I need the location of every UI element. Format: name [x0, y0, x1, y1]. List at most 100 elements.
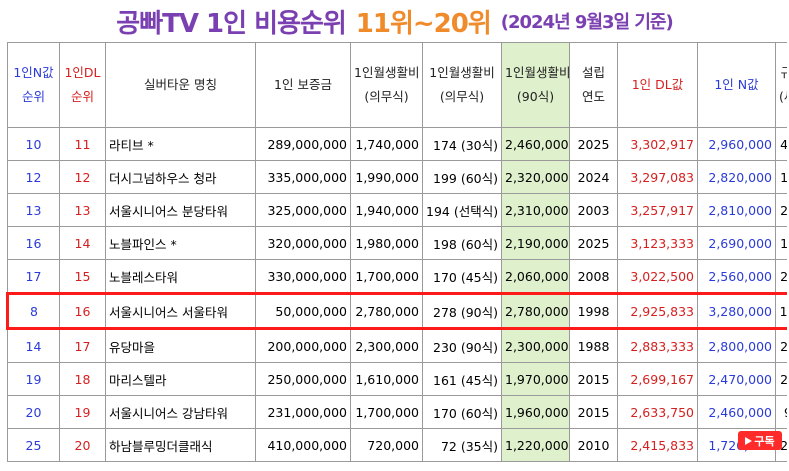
header-founded-year: 설립 연도 [569, 42, 618, 128]
cell-dl-rank: 17 [59, 328, 106, 363]
cell-living-cost-mandatory-meals: 72 (35식) [422, 428, 502, 462]
header-line: (의무식) [364, 89, 409, 104]
ranking-table-wrap: 1인N값 순위 1인DL 순위 실버타운 명칭 1인 보증금 1인월생활비 (의무식) 1인월생… [6, 42, 787, 471]
cell-living-cost-mandatory: 1,740,000 [350, 127, 423, 161]
cell-dl-rank: 19 [59, 395, 106, 429]
cell-living-cost-mandatory-meals: 194 (선택식) [422, 193, 502, 227]
cell-deposit: 200,000,000 [255, 328, 351, 363]
cell-living-cost-mandatory: 2,300,000 [350, 328, 423, 363]
header-line: 1인월생활비 [354, 65, 420, 80]
cell-living-cost-mandatory-meals: 230 (90식) [422, 328, 502, 363]
cell-living-cost-mandatory-meals: 198 (60식) [422, 226, 502, 260]
cell-deposit: 250,000,000 [255, 362, 351, 396]
cell-founded-year: 2008 [569, 259, 618, 294]
cell-living-cost-mandatory: 1,980,000 [350, 226, 423, 260]
cell-living-cost-90meals: 2,190,000 [501, 226, 570, 260]
cell-size: 95 [775, 395, 787, 429]
header-line: 1인 DL값 [631, 77, 684, 92]
cell-deposit: 330,000,000 [255, 259, 351, 294]
table-row: 8 16 서울시니어스 서울타워 50,000,000 2,780,000 278 (90… [6, 292, 787, 330]
cell-living-cost-90meals: 2,780,000 [501, 292, 570, 330]
cell-dl-rank: 12 [59, 160, 106, 194]
header-living-cost-mandatory: 1인월생활비 (의무식) [350, 42, 423, 128]
subscribe-button[interactable]: 구독 [738, 431, 782, 450]
cell-name: 유당마을 [105, 328, 256, 363]
cell-founded-year: 2024 [569, 160, 618, 194]
cell-founded-year: 2025 [569, 127, 618, 161]
cell-living-cost-90meals: 1,960,000 [501, 395, 570, 429]
header-deposit: 1인 보증금 [255, 42, 351, 128]
cell-dl-rank: 11 [59, 127, 106, 161]
header-line: (90식) [516, 89, 555, 104]
header-line: 1인N값 [13, 65, 54, 80]
cell-dl-value: 3,302,917 [617, 127, 698, 161]
cell-n-rank: 13 [7, 193, 60, 227]
cell-living-cost-mandatory-meals: 161 (45식) [422, 362, 502, 396]
cell-dl-value: 2,415,833 [617, 428, 698, 462]
cell-n-value: 3,280,000 [697, 292, 776, 330]
cell-dl-value: 3,022,500 [617, 259, 698, 294]
cell-name: 노블레스타워 [105, 259, 256, 294]
cell-living-cost-mandatory: 1,990,000 [350, 160, 423, 194]
header-line: (세대) [779, 89, 787, 104]
table-body: 10 11 라티브 * 289,000,000 1,740,000 174 (30식) 2,… [6, 127, 787, 462]
cell-living-cost-90meals: 2,310,000 [501, 193, 570, 227]
cell-deposit: 320,000,000 [255, 226, 351, 260]
cell-deposit: 289,000,000 [255, 127, 351, 161]
cell-living-cost-mandatory: 2,780,000 [350, 292, 423, 330]
play-icon [745, 436, 753, 445]
cell-living-cost-90meals: 2,060,000 [501, 259, 570, 294]
header-line: 설립 [581, 65, 605, 80]
cell-n-rank: 10 [7, 127, 60, 161]
cell-name: 라티브 * [105, 127, 256, 161]
cell-dl-rank: 14 [59, 226, 106, 260]
rank-range: 11위~20위 [355, 8, 492, 39]
header-living-cost-mandatory-meals: 1인월생활비 (의무식) [422, 42, 502, 128]
cell-deposit: 335,000,000 [255, 160, 351, 194]
cell-n-rank: 12 [7, 160, 60, 194]
header-line: 1인 N값 [714, 77, 759, 92]
table-row: 13 13 서울시니어스 분당타워 325,000,000 1,940,000 194 (… [7, 193, 787, 227]
cell-living-cost-90meals: 1,970,000 [501, 362, 570, 396]
header-dl-value: 1인 DL값 [617, 42, 698, 128]
cell-dl-value: 2,925,833 [617, 292, 698, 330]
header-line: 규모 [779, 61, 787, 85]
cell-name: 서울시니어스 분당타워 [105, 193, 256, 227]
cell-living-cost-mandatory: 1,700,000 [350, 395, 423, 429]
header-line: 순위 [70, 89, 94, 104]
cell-living-cost-mandatory-meals: 278 (90식) [422, 292, 502, 330]
cell-dl-rank: 15 [59, 259, 106, 294]
table-row: 20 19 서울시니어스 강남타워 231,000,000 1,700,000 170 (… [7, 395, 787, 429]
cell-n-rank: 14 [7, 328, 60, 363]
header-line: 1인DL [64, 65, 101, 80]
cell-name: 하남블루밍더클래식 [105, 428, 256, 462]
cell-name: 서울시니어스 서울타워 [105, 292, 256, 330]
header-line: 실버타운 명칭 [144, 77, 217, 92]
header-line: 순위 [21, 89, 45, 104]
cell-founded-year: 2003 [569, 193, 618, 227]
cell-n-value: 2,690,000 [697, 226, 776, 260]
table-row: 12 12 더시그넘하우스 청라 335,000,000 1,990,000 199 (6… [7, 160, 787, 194]
cell-n-value: 2,800,000 [697, 328, 776, 363]
header-line: (의무식) [439, 89, 485, 104]
title-bar: 공빠TV 1인 비용순위 11위~20위 (2024년 9월3일 기준) [0, 0, 789, 42]
header-line: 1인월생활비 [505, 65, 570, 80]
header-name: 실버타운 명칭 [105, 42, 256, 128]
cell-dl-rank: 13 [59, 193, 106, 227]
header-line: 1인월생활비 [429, 65, 495, 80]
cell-size: 152 [775, 226, 787, 260]
cell-dl-rank: 18 [59, 362, 106, 396]
cell-founded-year: 2025 [569, 226, 618, 260]
cell-living-cost-mandatory-meals: 170 (60식) [422, 395, 502, 429]
cell-living-cost-mandatory: 720,000 [350, 428, 423, 462]
header-row: 1인N값 순위 1인DL 순위 실버타운 명칭 1인 보증금 1인월생활비 (의무식) 1인월생… [7, 42, 787, 128]
cell-dl-value: 2,633,750 [617, 395, 698, 429]
cell-living-cost-mandatory: 1,940,000 [350, 193, 423, 227]
cell-dl-rank: 16 [59, 292, 106, 330]
header-size: 규모 (세대) [775, 42, 787, 128]
cell-deposit: 410,000,000 [255, 428, 351, 462]
cell-size: 408 [775, 127, 787, 161]
page-title: 공빠TV 1인 비용순위 [116, 8, 346, 39]
cell-n-value: 2,810,000 [697, 193, 776, 227]
cell-deposit: 50,000,000 [255, 292, 351, 330]
